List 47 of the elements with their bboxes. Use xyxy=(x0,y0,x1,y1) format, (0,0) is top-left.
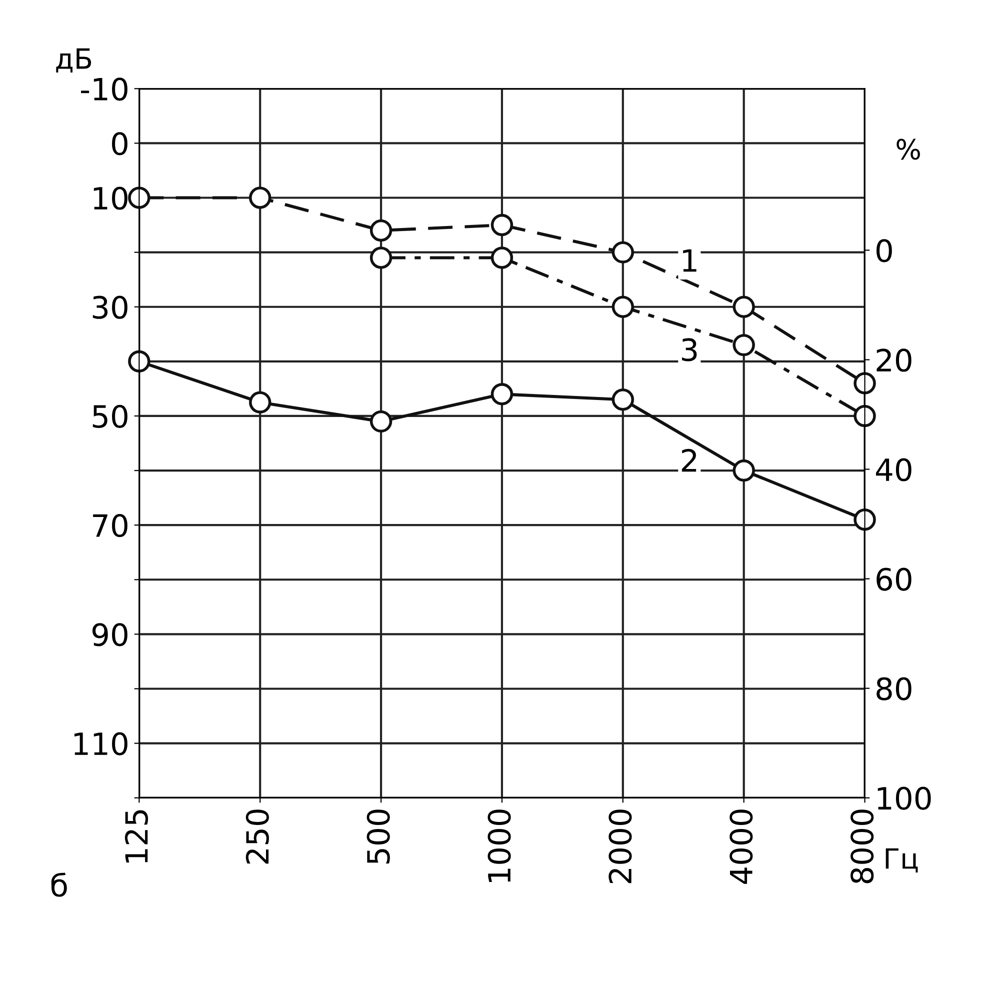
point xyxy=(854,372,876,394)
y-tick-label: 70 xyxy=(93,514,128,538)
point xyxy=(854,508,876,531)
point xyxy=(490,246,514,269)
point xyxy=(248,391,272,414)
x-tick-label: 250 xyxy=(246,810,269,864)
point xyxy=(128,186,150,209)
point xyxy=(732,334,755,356)
y2-tick-label: 80 xyxy=(876,677,912,700)
y2-axis-title: % xyxy=(896,138,920,160)
x-tick-label: 500 xyxy=(366,810,390,864)
series-label: 2 xyxy=(682,448,696,472)
y2-tick-label: 60 xyxy=(876,568,912,591)
y2-tick-label: 20 xyxy=(876,348,912,372)
x-tick-label: 8000 xyxy=(850,810,874,884)
point xyxy=(370,219,392,242)
x-tick-label: 2000 xyxy=(608,810,632,884)
series-label: 1 xyxy=(683,249,696,272)
y2-tick-label: 0 xyxy=(876,239,892,262)
point xyxy=(490,383,514,406)
y-tick-label: -10 xyxy=(81,78,128,101)
y2-tick-label: 100 xyxy=(878,786,931,810)
y-tick-label: 50 xyxy=(92,404,128,428)
point xyxy=(732,296,755,318)
y-tick-label: 90 xyxy=(92,623,128,646)
x-tick-label: 1000 xyxy=(488,810,511,882)
x-axis-title: Гц xyxy=(886,848,918,872)
series-label: 3 xyxy=(682,338,697,362)
point xyxy=(854,404,876,428)
point xyxy=(612,296,634,318)
point xyxy=(370,246,392,269)
point xyxy=(248,186,272,209)
x-tick-label: 125 xyxy=(124,810,148,863)
x-tick-label: 4000 xyxy=(730,810,753,884)
point xyxy=(370,410,392,433)
y2-tick-label: 40 xyxy=(876,458,912,482)
point xyxy=(490,214,514,236)
y-tick-label: 30 xyxy=(92,296,128,319)
y-tick-label: 110 xyxy=(74,732,128,756)
point xyxy=(612,388,634,411)
y-axis-title: дБ xyxy=(56,48,92,73)
point xyxy=(612,241,634,264)
y-tick-label: 0 xyxy=(112,132,128,156)
text: б xyxy=(51,872,67,897)
y-tick-label: 10 xyxy=(94,186,128,210)
point xyxy=(128,350,150,373)
point xyxy=(732,459,755,482)
